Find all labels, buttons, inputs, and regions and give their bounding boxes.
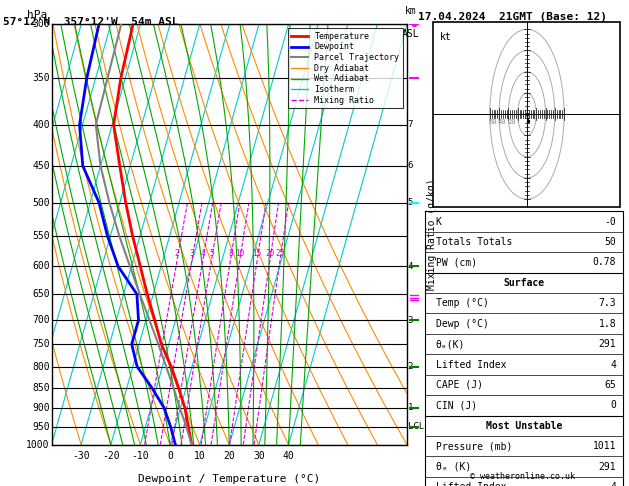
Text: θₑ(K): θₑ(K) bbox=[435, 339, 465, 349]
Text: 291: 291 bbox=[599, 339, 616, 349]
Text: 40: 40 bbox=[282, 451, 294, 461]
Text: 2: 2 bbox=[175, 249, 179, 259]
Text: 550: 550 bbox=[32, 231, 50, 241]
Text: PW (cm): PW (cm) bbox=[435, 258, 477, 267]
Text: 350: 350 bbox=[32, 73, 50, 83]
Text: 1000: 1000 bbox=[26, 440, 50, 450]
Text: 4: 4 bbox=[201, 249, 205, 259]
Text: 0: 0 bbox=[610, 400, 616, 410]
Text: © weatheronline.co.uk: © weatheronline.co.uk bbox=[470, 472, 575, 481]
Text: 800: 800 bbox=[32, 362, 50, 372]
Text: Most Unstable: Most Unstable bbox=[486, 421, 562, 431]
Text: 650: 650 bbox=[32, 289, 50, 299]
Text: 8: 8 bbox=[228, 249, 233, 259]
Text: 25: 25 bbox=[276, 249, 285, 259]
Text: -0: -0 bbox=[604, 217, 616, 226]
Text: Mixing Ratio (g/kg): Mixing Ratio (g/kg) bbox=[427, 179, 437, 290]
Text: 2: 2 bbox=[408, 362, 413, 371]
Text: Pressure (mb): Pressure (mb) bbox=[435, 441, 512, 451]
Text: 4: 4 bbox=[610, 360, 616, 369]
Text: hPa: hPa bbox=[26, 10, 47, 20]
Text: km: km bbox=[404, 6, 416, 16]
Text: 50: 50 bbox=[604, 237, 616, 247]
Text: Dewpoint / Temperature (°C): Dewpoint / Temperature (°C) bbox=[138, 474, 320, 484]
Text: 850: 850 bbox=[32, 383, 50, 393]
Text: 600: 600 bbox=[32, 261, 50, 271]
Text: 0.78: 0.78 bbox=[593, 258, 616, 267]
Text: 3: 3 bbox=[189, 249, 194, 259]
Text: 7.3: 7.3 bbox=[599, 298, 616, 308]
Text: 20: 20 bbox=[265, 249, 274, 259]
Text: LCL: LCL bbox=[408, 422, 424, 431]
Text: 17.04.2024  21GMT (Base: 12): 17.04.2024 21GMT (Base: 12) bbox=[418, 12, 607, 22]
Text: 15: 15 bbox=[252, 249, 262, 259]
Text: kt: kt bbox=[440, 32, 452, 42]
Text: 20: 20 bbox=[507, 119, 516, 125]
Text: 10: 10 bbox=[235, 249, 244, 259]
Legend: Temperature, Dewpoint, Parcel Trajectory, Dry Adiabat, Wet Adiabat, Isotherm, Mi: Temperature, Dewpoint, Parcel Trajectory… bbox=[288, 29, 403, 108]
Text: Dewp (°C): Dewp (°C) bbox=[435, 319, 488, 329]
Text: 40: 40 bbox=[498, 119, 506, 125]
Text: 65: 65 bbox=[604, 380, 616, 390]
Text: 450: 450 bbox=[32, 161, 50, 171]
Text: Surface: Surface bbox=[503, 278, 544, 288]
Text: 950: 950 bbox=[32, 422, 50, 432]
Text: ASL: ASL bbox=[402, 29, 420, 38]
Text: 20: 20 bbox=[223, 451, 235, 461]
Text: 700: 700 bbox=[32, 315, 50, 325]
Bar bbox=[433, 22, 620, 207]
Text: 4: 4 bbox=[610, 482, 616, 486]
Text: 7: 7 bbox=[408, 120, 413, 129]
Text: 291: 291 bbox=[599, 462, 616, 471]
Text: 500: 500 bbox=[32, 198, 50, 208]
Text: -10: -10 bbox=[131, 451, 149, 461]
Text: 1.8: 1.8 bbox=[599, 319, 616, 329]
Text: -30: -30 bbox=[72, 451, 90, 461]
Text: 400: 400 bbox=[32, 120, 50, 130]
Text: 60: 60 bbox=[489, 119, 497, 125]
Text: CIN (J): CIN (J) bbox=[435, 400, 477, 410]
Text: 3: 3 bbox=[408, 315, 413, 325]
Text: 1011: 1011 bbox=[593, 441, 616, 451]
Text: 300: 300 bbox=[32, 19, 50, 29]
Text: θₑ (K): θₑ (K) bbox=[435, 462, 470, 471]
Text: -20: -20 bbox=[102, 451, 120, 461]
Text: Lifted Index: Lifted Index bbox=[435, 360, 506, 369]
Text: 6: 6 bbox=[408, 161, 413, 171]
Text: 30: 30 bbox=[253, 451, 265, 461]
Text: 1: 1 bbox=[408, 403, 413, 413]
Text: CAPE (J): CAPE (J) bbox=[435, 380, 482, 390]
Text: 900: 900 bbox=[32, 403, 50, 413]
Text: 5: 5 bbox=[408, 198, 413, 207]
Text: 0: 0 bbox=[167, 451, 173, 461]
Text: 750: 750 bbox=[32, 339, 50, 349]
Text: 4: 4 bbox=[408, 262, 413, 271]
Text: 5: 5 bbox=[209, 249, 214, 259]
Text: 57°12'N  357°12'W  54m ASL: 57°12'N 357°12'W 54m ASL bbox=[3, 17, 179, 27]
Text: Lifted Index: Lifted Index bbox=[435, 482, 506, 486]
Text: 10: 10 bbox=[194, 451, 206, 461]
Text: K: K bbox=[435, 217, 442, 226]
Text: Temp (°C): Temp (°C) bbox=[435, 298, 488, 308]
Text: Totals Totals: Totals Totals bbox=[435, 237, 512, 247]
